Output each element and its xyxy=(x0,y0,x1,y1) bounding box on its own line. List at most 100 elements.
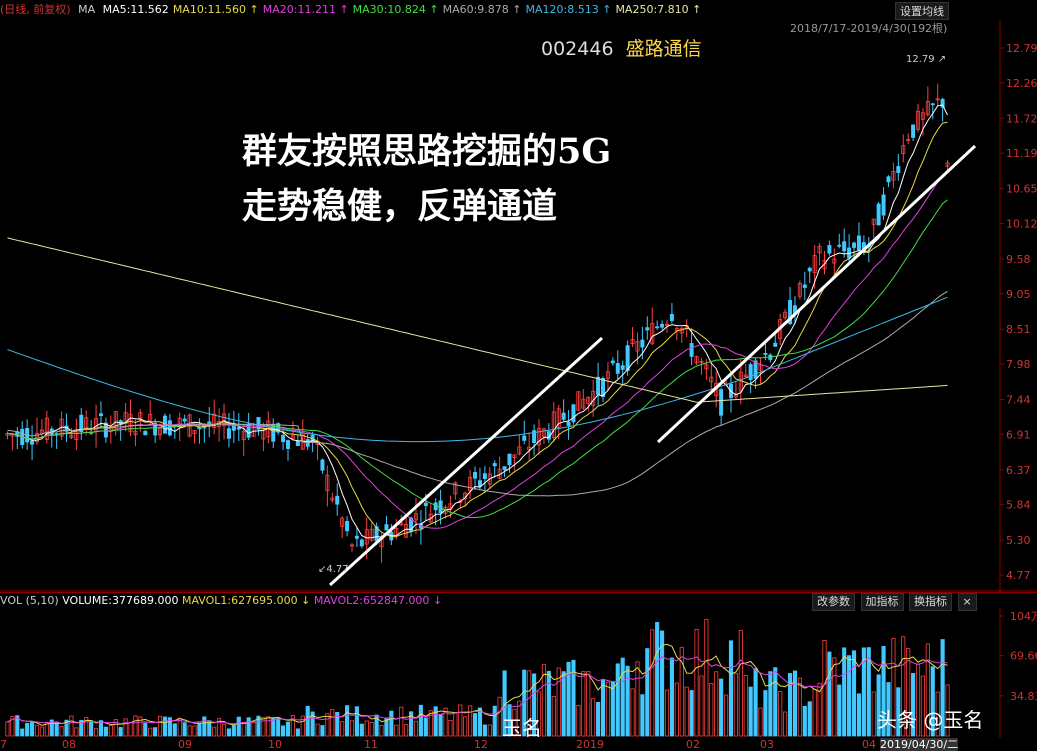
volume-bar xyxy=(236,716,241,737)
candle-body xyxy=(679,327,684,334)
volume-bar xyxy=(123,718,128,737)
candle-body xyxy=(689,343,694,357)
volume-bar xyxy=(25,722,30,737)
candle-body xyxy=(601,378,606,397)
volume-bar xyxy=(438,714,443,737)
candle-body xyxy=(704,364,709,370)
volume-bar xyxy=(482,724,487,737)
switch-indicator-button[interactable]: 换指标 xyxy=(909,593,952,611)
candle-body xyxy=(473,472,478,479)
volume-bar xyxy=(492,705,497,737)
ma-item-0: MA5:11.562 xyxy=(102,3,169,16)
volume-bar xyxy=(20,728,25,737)
volume-bar xyxy=(64,719,69,737)
candle-body xyxy=(694,356,699,364)
volume-bar xyxy=(285,721,291,737)
close-icon[interactable]: × xyxy=(957,593,977,611)
volume-bar xyxy=(477,707,483,737)
candle-body xyxy=(664,323,669,326)
stock-code: 002446 xyxy=(541,38,614,60)
candle-body xyxy=(802,284,807,288)
volume-bar xyxy=(497,696,502,737)
volume-bar xyxy=(231,725,236,737)
volume-bar xyxy=(886,682,891,737)
candle-body xyxy=(945,162,950,167)
ma-item-4: MA60:9.878 ↑ xyxy=(442,3,522,16)
candle-body xyxy=(527,446,532,450)
candle-body xyxy=(369,528,374,541)
price-tick: 8.51 xyxy=(1006,323,1031,336)
candle-body xyxy=(625,345,630,371)
candle-body xyxy=(911,124,916,138)
volume-bar xyxy=(5,721,10,737)
volume-bar xyxy=(719,678,724,737)
price-tick: 9.05 xyxy=(1006,288,1031,301)
volume-tick: 104万 xyxy=(1010,610,1037,623)
candle-body xyxy=(935,98,940,101)
edit-params-button[interactable]: 改参数 xyxy=(812,593,855,611)
candle-body xyxy=(482,473,487,479)
candle-body xyxy=(660,323,665,328)
candle-body xyxy=(69,435,74,439)
volume-bar xyxy=(783,711,788,737)
volume-bar xyxy=(300,715,305,737)
volume-bar xyxy=(546,670,551,737)
volume-bar xyxy=(472,713,478,737)
volume-bar xyxy=(723,694,729,737)
volume-bar xyxy=(369,722,374,737)
volume-bar xyxy=(822,640,827,737)
volume-bar xyxy=(10,716,15,737)
volume-chart[interactable]: 104万 69.66万 34.83万 xyxy=(0,608,1037,738)
date-tick: 03 xyxy=(760,738,774,751)
candlestick-chart[interactable]: 12.79 12.26 11.72 11.19 10.65 10.12 9.58 9.05 8.… xyxy=(0,20,1037,592)
ma-line-250 xyxy=(7,237,948,403)
volume-bar xyxy=(84,717,89,737)
candle-body xyxy=(226,428,231,439)
price-tick: 11.19 xyxy=(1006,147,1037,160)
volume-bar xyxy=(689,690,694,737)
ma-label: MA xyxy=(78,3,96,16)
candle-body xyxy=(827,245,832,254)
candle-body xyxy=(886,176,891,183)
volume-bar xyxy=(335,712,340,737)
candle-body xyxy=(940,98,945,108)
candle-body xyxy=(797,282,802,297)
price-tick: 9.58 xyxy=(1006,253,1031,266)
candle-body xyxy=(581,398,586,409)
volume-bar xyxy=(768,671,773,737)
volume-bar xyxy=(212,726,217,737)
volume-bar xyxy=(586,671,591,737)
volume-bar xyxy=(89,720,94,737)
volume-bar xyxy=(118,727,123,737)
candle-body xyxy=(743,374,748,378)
volume-bar xyxy=(896,687,901,737)
candle-body xyxy=(512,454,517,458)
candle-body xyxy=(30,440,35,445)
volume-bar xyxy=(945,684,950,737)
volume-bar xyxy=(551,696,556,737)
ma-item-2: MA20:11.211 ↑ xyxy=(262,3,349,16)
volume-bar xyxy=(817,682,822,737)
volume-bar xyxy=(591,698,596,737)
candle-body xyxy=(817,245,822,254)
volume-bar xyxy=(345,705,350,737)
annotation-line-2: 走势稳健，反弹通道 xyxy=(242,186,558,227)
volume-bar xyxy=(108,725,113,737)
volume-bar xyxy=(571,659,576,737)
add-indicator-button[interactable]: 加指标 xyxy=(860,593,904,611)
ma-item-3: MA30:10.824 ↑ xyxy=(352,3,439,16)
candle-body xyxy=(44,417,49,440)
candle-body xyxy=(807,267,812,272)
candle-body xyxy=(492,463,497,467)
volume-bar xyxy=(861,647,866,737)
volume-bar xyxy=(133,715,138,737)
volume-bar xyxy=(266,716,271,737)
settings-ma-button[interactable]: 设置均线 xyxy=(895,2,949,20)
candle-body xyxy=(758,364,763,371)
volume-legend-bar: VOL (5,10) VOLUME:377689.000 MAVOL1:6276… xyxy=(0,592,1037,611)
volume-bar xyxy=(694,628,699,737)
high-marker: 12.79 ↗ xyxy=(906,54,946,65)
volume-bar xyxy=(748,686,753,737)
candle-body xyxy=(241,430,246,441)
date-tick: 09 xyxy=(178,738,192,751)
